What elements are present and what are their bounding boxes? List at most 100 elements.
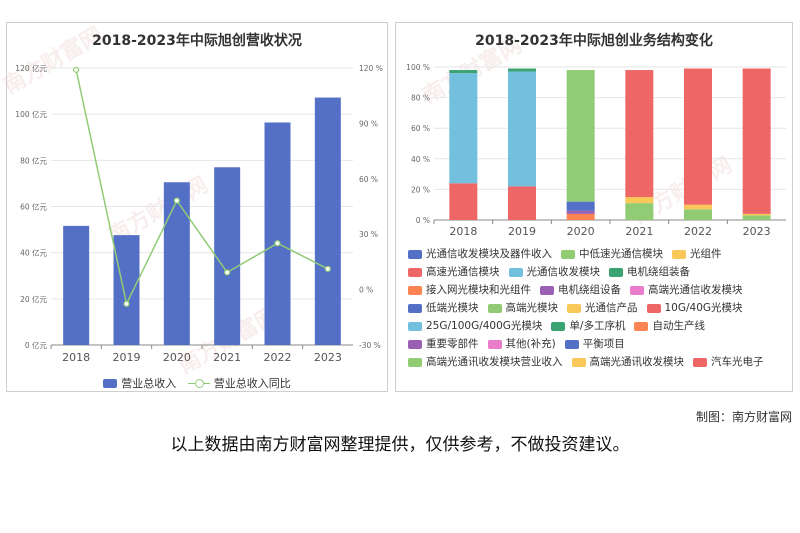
stacked-segment-2018-4 — [449, 73, 478, 184]
bar-revenue-2019 — [113, 235, 140, 345]
y-tick-label-right: -30 % — [359, 341, 381, 350]
structure-chart-panel: 南方财富网 南方财富网 2018-2023年中际旭创业务结构变化 0 %20 %… — [395, 22, 793, 392]
revenue-chart-plot: 0 亿元 20 亿元 40 亿元 60 亿元 80 亿元 100 亿元 120 亿元 -30 … — [15, 63, 383, 364]
legend-label: 汽车光电子 — [711, 356, 764, 368]
bar-revenue-2018 — [63, 225, 90, 345]
revenue-chart-title: 2018-2023年中际旭创营收状况 — [92, 33, 302, 49]
x-tick-label: 2018 — [62, 351, 90, 364]
structure-chart-plot: 0 % 20 % 40 % 60 % 80 % 100 % 2018 2019 2020 2021… — [406, 63, 786, 238]
bar-revenue-2020 — [163, 182, 190, 345]
stacked-segment-2021-21 — [625, 70, 654, 198]
legend-swatch — [408, 321, 422, 331]
y-tick-label-left: 60 亿元 — [20, 202, 47, 212]
legend-label: 电机绕组装备 — [627, 266, 690, 278]
legend-item-5[interactable]: 电机绕组装备 — [609, 263, 690, 281]
bar-revenue-2021 — [214, 167, 241, 345]
stacked-segment-2020-9 — [566, 201, 595, 211]
structure-chart-title: 2018-2023年中际旭创业务结构变化 — [475, 33, 713, 49]
y-tick-label: 100 % — [406, 63, 430, 72]
legend-swatch — [564, 339, 579, 349]
legend-item-11[interactable]: 光通信产品 — [567, 299, 638, 317]
legend-item-4[interactable]: 光通信收发模块 — [508, 263, 601, 281]
legend-swatch — [571, 357, 586, 367]
chart-credit: 制图：南方财富网 — [695, 410, 792, 424]
legend-label: 光通信收发模块及器件收入 — [426, 248, 552, 260]
legend-label: 高端光通讯收发模块营业收入 — [426, 356, 563, 368]
legend-swatch-line — [187, 378, 210, 388]
bar-revenue-2022 — [264, 122, 291, 345]
legend-label: 电机绕组设备 — [558, 284, 621, 296]
legend-item-12[interactable]: 10G/40G光模块 — [646, 299, 743, 317]
x-tick-label: 2022 — [684, 225, 712, 238]
y-tick-label: 60 % — [411, 124, 430, 133]
legend-item-7[interactable]: 电机绕组设备 — [540, 281, 621, 299]
y-tick-label: 40 % — [411, 155, 430, 164]
legend-item-17[interactable]: 其他(补充) — [487, 335, 556, 353]
point-yoy-2022 — [274, 240, 281, 247]
y-tick-label-right: 60 % — [359, 175, 378, 184]
legend-item-10[interactable]: 高端光模块 — [487, 299, 558, 317]
y-tick-label-left: 120 亿元 — [15, 63, 47, 73]
structure-chart-legend: 光通信收发模块及器件收入 中低速光通信模块 光组件 高速光通信模块 光通信收发模块 电机绕… — [408, 245, 788, 371]
stacked-segment-2020-6 — [566, 213, 595, 220]
stacked-segment-2020-10 — [566, 70, 595, 202]
legend-item-14[interactable]: 单/多工序机 — [551, 317, 625, 335]
x-tick-label: 2019 — [113, 351, 141, 364]
legend-swatch — [408, 339, 422, 349]
stacked-segment-2020-7 — [566, 210, 595, 214]
bar-revenue-2023 — [314, 97, 341, 346]
x-tick-label: 2021 — [213, 351, 241, 364]
legend-label: 高速光通信模块 — [426, 266, 500, 278]
legend-item-19[interactable]: 高端光通讯收发模块营业收入 — [408, 353, 563, 371]
legend-swatch — [540, 285, 554, 295]
legend-item-18[interactable]: 平衡项目 — [564, 335, 625, 353]
legend-item-9[interactable]: 低端光模块 — [408, 299, 479, 317]
revenue-chart-panel: 南方财富网 南方财富网 南方财富网 2018-2023年中际旭创营收状况 0 亿… — [0, 22, 388, 392]
legend-item-revenue[interactable]: 营业总收入 — [103, 375, 176, 391]
stacked-segment-2022-21 — [684, 68, 712, 205]
legend-label: 光通信收发模块 — [526, 266, 601, 278]
legend-swatch — [551, 321, 566, 331]
legend-item-13[interactable]: 25G/100G/400G光模块 — [408, 317, 542, 335]
legend-swatch — [487, 303, 502, 313]
x-tick-label: 2020 — [567, 225, 595, 238]
y-tick-label-right: 0 % — [359, 286, 373, 295]
y-tick-label-left: 40 亿元 — [20, 248, 47, 258]
legend-item-0[interactable]: 光通信收发模块及器件收入 — [408, 245, 552, 263]
point-yoy-2018 — [73, 66, 80, 73]
legend-swatch — [567, 303, 581, 313]
legend-label: 高端光通讯收发模块 — [589, 356, 685, 368]
legend-swatch — [693, 357, 707, 367]
legend-label: 平衡项目 — [582, 338, 625, 350]
legend-item-21[interactable]: 汽车光电子 — [693, 353, 764, 371]
legend-item-2[interactable]: 光组件 — [672, 245, 722, 263]
legend-swatch — [609, 267, 623, 277]
legend-label: 重要零部件 — [426, 338, 479, 350]
legend-swatch — [672, 249, 686, 259]
legend-item-15[interactable]: 自动生产线 — [634, 317, 705, 335]
stacked-segment-2022-19 — [684, 209, 712, 220]
legend-item-1[interactable]: 中低速光通信模块 — [561, 245, 663, 263]
legend-item-revenue-yoy[interactable]: 营业总收入同比 — [187, 375, 291, 391]
y-tick-label-left: 80 亿元 — [20, 155, 47, 165]
legend-item-8[interactable]: 高端光通信收发模块 — [630, 281, 743, 299]
legend-swatch — [487, 339, 502, 349]
legend-swatch — [634, 321, 649, 331]
legend-label: 单/多工序机 — [569, 320, 626, 332]
legend-swatch — [408, 249, 422, 259]
stacked-segment-2023-20 — [742, 213, 771, 216]
legend-swatch — [408, 357, 422, 367]
point-yoy-2023 — [324, 265, 331, 273]
legend-item-3[interactable]: 高速光通信模块 — [408, 263, 500, 281]
legend-item-6[interactable]: 接入网光模块和光组件 — [408, 281, 531, 299]
legend-label: 低端光模块 — [426, 302, 479, 314]
legend-label: 高端光通信收发模块 — [648, 284, 743, 296]
legend-swatch — [561, 249, 575, 259]
y-tick-label-right: 30 % — [359, 230, 378, 239]
y-tick-label-right: 90 % — [359, 119, 378, 128]
x-tick-label: 2018 — [449, 225, 477, 238]
legend-item-20[interactable]: 高端光通讯收发模块 — [571, 353, 685, 371]
y-tick-label-left: 20 亿元 — [20, 294, 47, 304]
legend-item-16[interactable]: 重要零部件 — [408, 335, 479, 353]
stacked-segment-2022-20 — [684, 204, 712, 210]
